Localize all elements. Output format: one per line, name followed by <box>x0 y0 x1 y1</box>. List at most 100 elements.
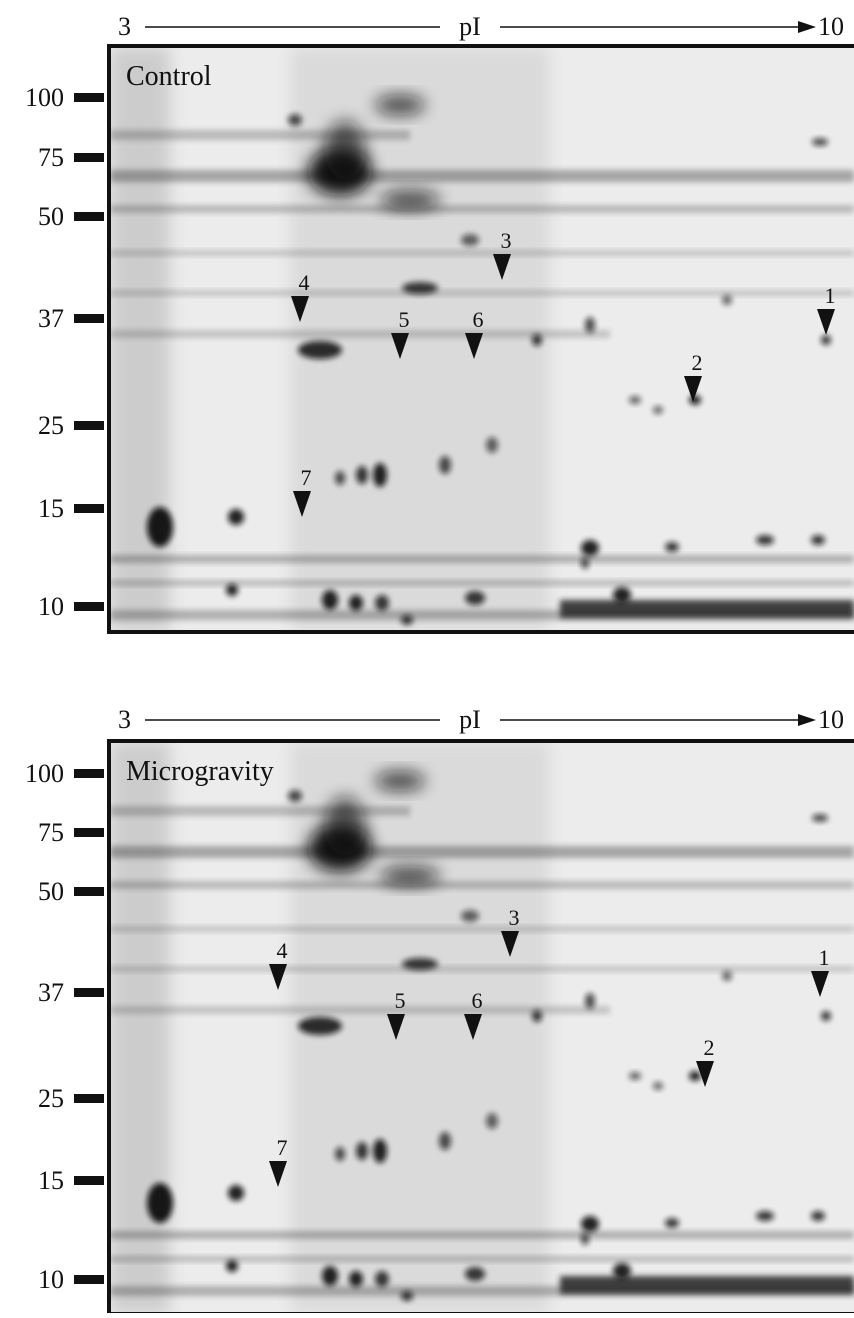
gel-band <box>110 250 854 256</box>
arrow-number: 1 <box>819 945 830 970</box>
mw-marker-tick <box>74 93 104 102</box>
gel-spot <box>613 587 631 603</box>
gel-band <box>110 170 854 182</box>
gel-spot <box>288 790 302 802</box>
gel-spot <box>298 341 342 359</box>
gel-band <box>110 330 610 338</box>
arrow-number: 3 <box>501 228 512 253</box>
mw-marker-tick <box>74 1176 104 1185</box>
gel-spot <box>581 540 599 556</box>
mw-marker-tick <box>74 153 104 162</box>
gel-spot <box>722 971 732 981</box>
gel-spot <box>375 1271 389 1287</box>
gel-spot <box>226 1260 238 1272</box>
gel-band <box>110 966 854 972</box>
gel-spot <box>402 958 438 970</box>
gel-spot <box>356 466 368 484</box>
gel-spot <box>581 1216 599 1232</box>
gel-spot <box>401 615 413 625</box>
arrowhead <box>291 296 309 322</box>
gel-spot <box>585 317 595 333</box>
gel-spot <box>461 910 479 922</box>
gel-band <box>110 846 854 858</box>
mw-marker-tick <box>74 828 104 837</box>
mw-marker-label: 15 <box>38 1166 64 1195</box>
gel-spot <box>653 1082 663 1090</box>
gel-spot <box>298 1017 342 1035</box>
arrowhead <box>684 376 702 402</box>
arrowhead <box>696 1061 714 1087</box>
gel-spot <box>629 396 641 404</box>
gel-spot <box>532 334 542 346</box>
gel-spot <box>288 114 302 126</box>
gel-spot <box>821 335 831 345</box>
arrow-number: 7 <box>301 465 312 490</box>
gel-band <box>110 1231 854 1239</box>
gel-spot <box>325 796 365 856</box>
gel-band <box>110 130 410 140</box>
gel-band <box>560 1276 854 1294</box>
mw-marker-label: 25 <box>38 411 64 440</box>
gel-spot <box>147 1183 173 1223</box>
gel-frame <box>107 44 854 634</box>
gel-spot <box>373 1139 387 1163</box>
gel-spot <box>812 138 828 146</box>
mw-marker-tick <box>74 314 104 323</box>
gel-band <box>110 1286 854 1296</box>
panel-label: Control <box>126 61 212 92</box>
gel-spot <box>665 1218 679 1228</box>
mw-marker-tick <box>74 988 104 997</box>
gel-spot <box>228 1185 244 1201</box>
arrow-number: 6 <box>472 988 483 1013</box>
gel-spot <box>689 395 701 405</box>
gel-spot <box>325 120 365 180</box>
gel-spot <box>322 1266 338 1286</box>
gel-spot <box>461 234 479 246</box>
gel-spot <box>373 463 387 487</box>
gel-spot <box>689 1071 701 1081</box>
mw-marker-tick <box>74 602 104 611</box>
gel-panel: 3 pI 10 Microgravity 100 75 50 37 25 15 10 1 2 3 4 5 6 7 <box>25 705 854 1316</box>
gel-band <box>110 806 410 816</box>
gel-band <box>110 1256 854 1262</box>
arrow-number: 6 <box>473 307 484 332</box>
pi-end: 10 <box>818 705 844 734</box>
mw-marker-label: 50 <box>38 877 64 906</box>
gel-spot <box>811 535 825 545</box>
mw-marker-label: 100 <box>25 759 64 788</box>
gel-spot <box>380 866 440 886</box>
arrowhead <box>269 964 287 990</box>
mw-marker-label: 75 <box>38 143 64 172</box>
pi-start: 3 <box>118 12 131 41</box>
gel-spot <box>349 1271 363 1287</box>
arrow-number: 5 <box>395 988 406 1013</box>
gel-spot <box>653 406 663 414</box>
arrow-number: 2 <box>704 1035 715 1060</box>
gel-spot <box>532 1010 542 1022</box>
gel-spot <box>228 509 244 525</box>
mw-marker-label: 75 <box>38 818 64 847</box>
gel-spot <box>486 1113 498 1129</box>
arrow-number: 2 <box>692 350 703 375</box>
arrowhead <box>387 1014 405 1040</box>
gel-spot <box>226 584 238 596</box>
gel-band <box>110 290 854 296</box>
gel-spot <box>335 471 345 485</box>
gel-spot <box>812 814 828 822</box>
gel-spot <box>375 595 389 611</box>
gel-spot <box>356 1142 368 1160</box>
arrowhead <box>501 931 519 957</box>
pi-axis-arrowhead <box>798 714 816 726</box>
arrow-number: 1 <box>825 283 836 308</box>
arrowhead <box>465 333 483 359</box>
gel-spot <box>335 1147 345 1161</box>
arrow-number: 7 <box>277 1135 288 1160</box>
mw-marker-label: 37 <box>38 978 64 1007</box>
mw-marker-label: 10 <box>38 592 64 621</box>
arrowhead <box>817 309 835 335</box>
pi-label: pI <box>459 705 481 734</box>
mw-marker-tick <box>74 1094 104 1103</box>
mw-marker-label: 15 <box>38 494 64 523</box>
gel-band <box>110 580 854 586</box>
gel-spot <box>811 1211 825 1221</box>
